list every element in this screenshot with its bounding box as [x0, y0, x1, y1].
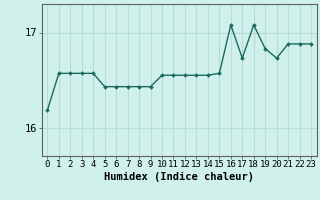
X-axis label: Humidex (Indice chaleur): Humidex (Indice chaleur) [104, 172, 254, 182]
